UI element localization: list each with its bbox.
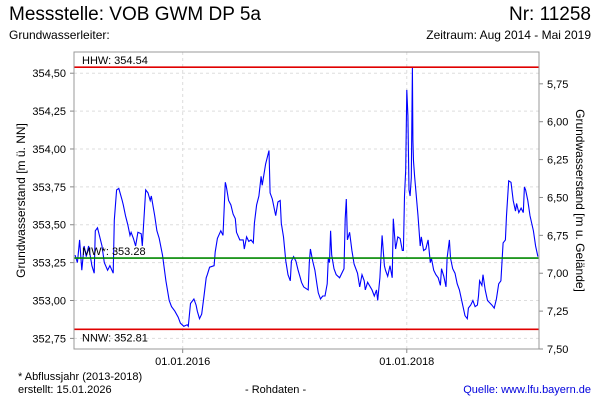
y2-tick-label: 7,50 <box>547 344 568 356</box>
y-tick-label: 353,50 <box>32 220 66 232</box>
source-link[interactable]: Quelle: www.lfu.bayern.de <box>463 384 591 396</box>
y2-tick-label: 6,75 <box>547 230 568 242</box>
y2-axis-title: Grundwasserstand [m u. Gelände] <box>573 109 587 292</box>
x-tick-label: 01.01.2016 <box>155 356 210 368</box>
reference-label-hhw: HHW: 354.54 <box>82 55 148 67</box>
y-tick-label: 354,00 <box>32 144 66 156</box>
y-tick-label: 354,25 <box>32 106 66 118</box>
y2-tick-label: 7,25 <box>547 306 568 318</box>
station-number: Nr: 11258 <box>508 4 591 25</box>
plot-frame <box>73 51 540 350</box>
reference-label-mw: MW*: 353.28 <box>82 246 146 258</box>
period-label: Zeitraum: Aug 2014 - Mai 2019 <box>426 28 591 42</box>
y-axis-title: Grundwasserstand [m ü. NN] <box>14 123 28 278</box>
y-tick-label: 354,50 <box>32 68 66 80</box>
y2-tick-label: 7,00 <box>547 268 568 280</box>
y2-tick-label: 6,50 <box>547 192 568 204</box>
y2-tick-label: 5,75 <box>547 79 568 91</box>
x-tick-label: 01.01.2018 <box>379 356 434 368</box>
y-tick-label: 353,75 <box>32 182 66 194</box>
series-line-groundwater <box>74 67 539 328</box>
footnote: * Abflussjahr (2013-2018) <box>18 371 143 383</box>
raw-data-note: - Rohdaten - <box>245 384 307 396</box>
y2-tick-label: 6,00 <box>547 117 568 129</box>
y-tick-label: 352,75 <box>32 333 66 345</box>
y-tick-label: 353,25 <box>32 258 66 270</box>
y2-tick-label: 6,25 <box>547 155 568 167</box>
created-date: erstellt: 15.01.2026 <box>18 384 112 396</box>
reference-label-nnw: NNW: 352.81 <box>82 332 148 344</box>
page-title: Messstelle: VOB GWM DP 5a <box>9 4 261 25</box>
aquifer-label: Grundwasserleiter: <box>9 28 110 42</box>
y-tick-label: 353,00 <box>32 296 66 308</box>
